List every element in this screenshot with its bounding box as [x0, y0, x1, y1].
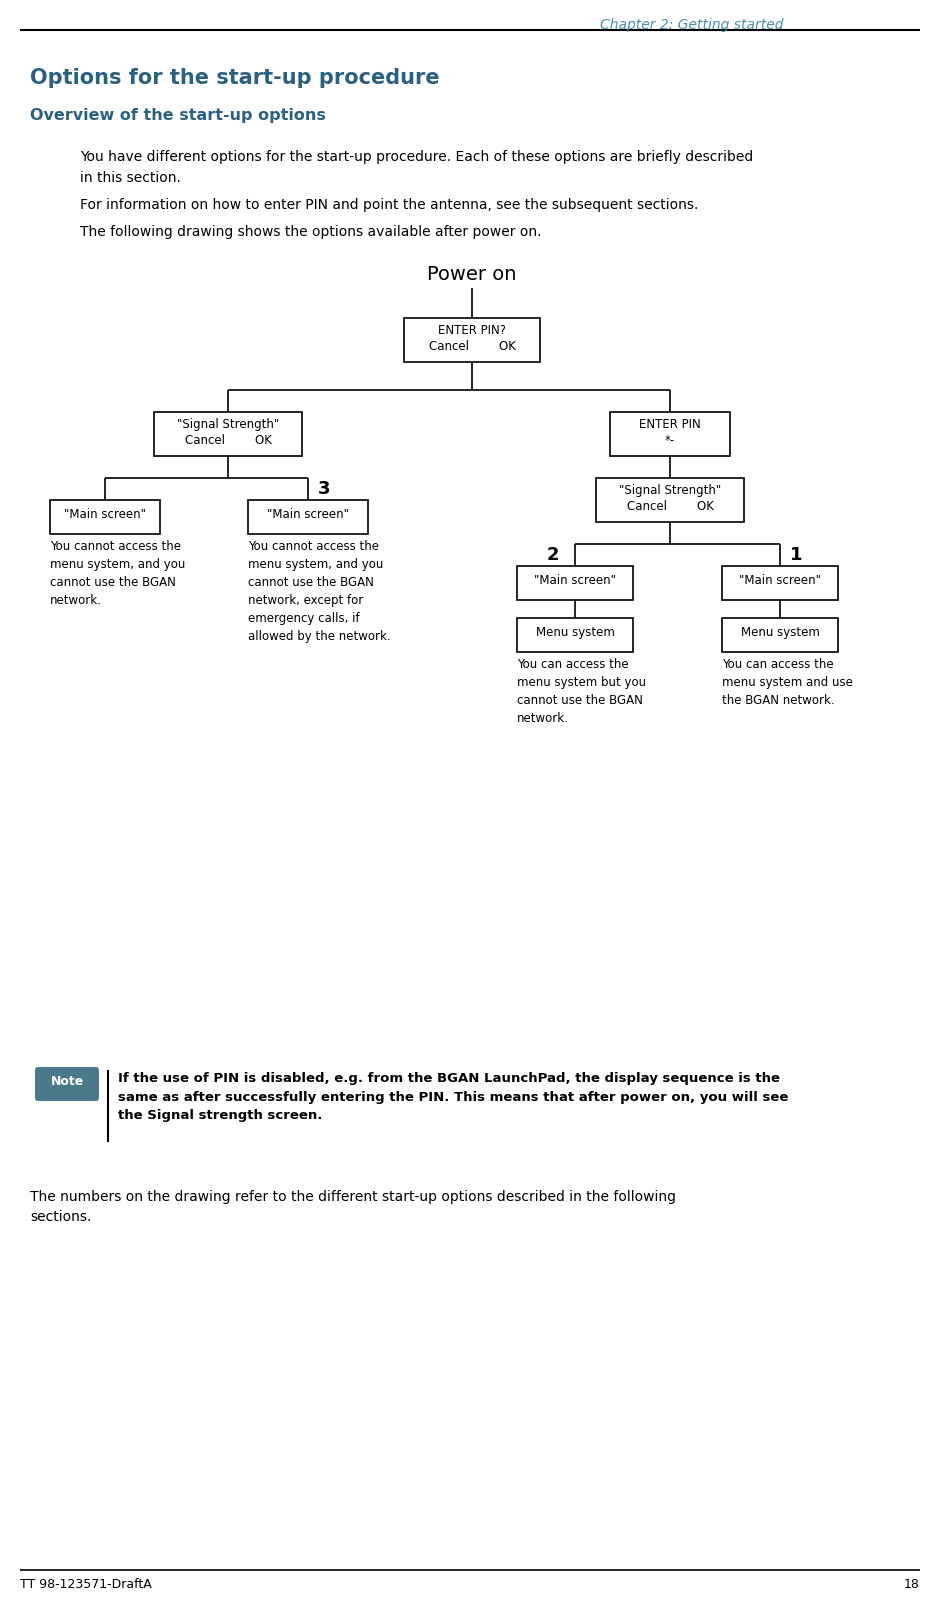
Text: Power on: Power on	[427, 265, 516, 285]
Text: "Main screen": "Main screen"	[533, 574, 615, 587]
FancyBboxPatch shape	[35, 1067, 99, 1102]
Bar	[721, 566, 837, 600]
Bar	[154, 413, 302, 456]
Text: TT 98-123571-DraftA: TT 98-123571-DraftA	[20, 1578, 152, 1591]
Bar	[516, 566, 632, 600]
Text: "Signal Strength": "Signal Strength"	[177, 417, 278, 432]
Text: Menu system: Menu system	[535, 625, 614, 640]
Text: "Signal Strength": "Signal Strength"	[618, 484, 720, 497]
Text: ENTER PIN: ENTER PIN	[638, 417, 700, 432]
Text: "Main screen": "Main screen"	[64, 508, 145, 521]
Text: "Main screen": "Main screen"	[738, 574, 820, 587]
Text: The numbers on the drawing refer to the different start-up options described in : The numbers on the drawing refer to the …	[30, 1190, 675, 1225]
Text: Note: Note	[50, 1075, 83, 1087]
Text: You can access the
menu system but you
cannot use the BGAN
network.: You can access the menu system but you c…	[516, 659, 646, 724]
Text: Menu system: Menu system	[740, 625, 818, 640]
Text: You have different options for the start-up procedure. Each of these options are: You have different options for the start…	[80, 150, 752, 184]
Text: 18: 18	[903, 1578, 919, 1591]
Text: 2: 2	[547, 545, 559, 564]
Bar	[610, 413, 729, 456]
Text: 3: 3	[318, 480, 330, 497]
Text: For information on how to enter PIN and point the antenna, see the subsequent se: For information on how to enter PIN and …	[80, 198, 698, 213]
Text: Cancel        OK: Cancel OK	[184, 433, 271, 448]
Text: ENTER PIN?: ENTER PIN?	[437, 325, 505, 337]
Text: Options for the start-up procedure: Options for the start-up procedure	[30, 69, 439, 88]
Text: 1: 1	[789, 545, 801, 564]
Bar	[404, 318, 539, 361]
Text: You can access the
menu system and use
the BGAN network.: You can access the menu system and use t…	[721, 659, 852, 707]
Bar	[596, 478, 743, 521]
Bar	[50, 500, 160, 534]
Text: Cancel        OK: Cancel OK	[429, 341, 514, 353]
Text: Cancel        OK: Cancel OK	[626, 500, 713, 513]
Bar	[247, 500, 367, 534]
Bar	[721, 617, 837, 652]
Text: *-: *-	[665, 433, 674, 448]
Bar	[516, 617, 632, 652]
Text: If the use of PIN is disabled, e.g. from the BGAN LaunchPad, the display sequenc: If the use of PIN is disabled, e.g. from…	[118, 1071, 787, 1122]
Text: You cannot access the
menu system, and you
cannot use the BGAN
network, except f: You cannot access the menu system, and y…	[247, 540, 390, 643]
Text: Chapter 2: Getting started: Chapter 2: Getting started	[599, 18, 783, 32]
Text: Overview of the start-up options: Overview of the start-up options	[30, 109, 326, 123]
Text: You cannot access the
menu system, and you
cannot use the BGAN
network.: You cannot access the menu system, and y…	[50, 540, 185, 608]
Text: "Main screen": "Main screen"	[267, 508, 348, 521]
Text: The following drawing shows the options available after power on.: The following drawing shows the options …	[80, 225, 541, 238]
